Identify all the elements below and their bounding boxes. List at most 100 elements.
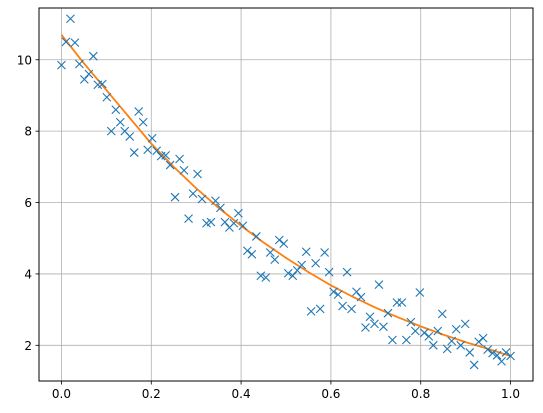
scatter-point (84, 69, 94, 79)
scatter-point (415, 288, 425, 297)
x-tick-label: 0.4 (232, 387, 251, 401)
scatter-point (170, 192, 180, 202)
scatter-point (234, 208, 243, 218)
grid (39, 8, 533, 381)
scatter-point (206, 217, 216, 227)
scatter-point (274, 235, 284, 245)
scatter-point (338, 301, 347, 311)
scatter-point (279, 239, 289, 248)
scatter-point (216, 203, 225, 213)
scatter-point (251, 232, 261, 241)
scatter-point (465, 348, 475, 357)
scatter-point (311, 258, 321, 268)
scatter-point (469, 360, 479, 370)
scatter-point (497, 356, 506, 366)
scatter-point (406, 317, 416, 327)
scatter-point (365, 312, 375, 322)
scatter-point (447, 336, 457, 346)
y-tick-label: 2 (24, 339, 32, 353)
scatter-point (125, 132, 135, 141)
scatter-point (433, 326, 443, 336)
scatter-point (419, 328, 429, 338)
x-tick-label: 1.0 (501, 387, 520, 401)
scatter-series (57, 14, 515, 370)
x-tick-label: 0.0 (52, 387, 71, 401)
y-tick-label: 10 (17, 53, 32, 67)
scatter-point (324, 267, 334, 277)
scatter-point (370, 319, 379, 329)
scatter-point (102, 92, 112, 102)
scatter-point (361, 323, 370, 332)
scatter-point (397, 298, 407, 307)
scatter-point (460, 319, 470, 329)
scatter-point (211, 196, 220, 206)
scatter-point (383, 308, 393, 318)
scatter-point (61, 37, 71, 47)
scatter-point (229, 218, 239, 228)
scatter-point (401, 335, 411, 345)
scatter-point (301, 247, 311, 257)
x-tick-labels: 0.0 0.2 0.4 0.6 0.8 1.0 (52, 387, 520, 401)
y-tick-labels: 2 4 6 8 10 (17, 53, 32, 353)
x-tick-label: 0.2 (142, 387, 161, 401)
scatter-point (152, 146, 162, 156)
scatter-point (424, 331, 434, 341)
scatter-point (329, 287, 338, 297)
scatter-point (456, 340, 466, 350)
y-tick-label: 6 (24, 196, 32, 210)
axes-frame (38, 7, 534, 382)
scatter-point (356, 292, 366, 302)
scatter-point (193, 169, 202, 179)
scatter-point (492, 350, 502, 360)
scatter-point (283, 268, 293, 278)
scatter-point (306, 307, 316, 316)
scatter-point (474, 337, 484, 347)
y-tick-label: 8 (24, 125, 32, 139)
scatter-point (106, 126, 116, 136)
scatter-point (437, 309, 447, 319)
scatter-point (501, 348, 511, 357)
scatter-point (138, 117, 148, 127)
scatter-point (79, 74, 89, 84)
scatter-point (57, 60, 66, 70)
scatter-point (506, 351, 515, 361)
scatter-point (374, 280, 384, 290)
scatter-point (147, 133, 157, 143)
scatter-point (265, 248, 275, 257)
scatter-point (270, 255, 280, 265)
scatter-point (315, 304, 325, 314)
scatter-point (333, 290, 343, 300)
scatter-point (115, 117, 125, 127)
scatter-point (488, 348, 497, 358)
scatter-point (88, 51, 98, 61)
scatter-point (483, 345, 493, 354)
fit-line (60, 34, 511, 357)
scatter-point (320, 248, 330, 257)
scatter-point (342, 267, 352, 277)
scatter-point (297, 260, 307, 270)
scatter-point (347, 304, 356, 314)
scatter-point (75, 59, 84, 69)
scatter-point (197, 194, 207, 204)
scatter-point (388, 335, 397, 345)
scatter-point (179, 166, 189, 175)
scatter-point (442, 344, 452, 354)
scatter-point (97, 79, 107, 89)
scatter-point (242, 246, 252, 256)
scatter-point (261, 273, 271, 282)
scatter-point (111, 105, 121, 115)
scatter-point (184, 214, 193, 223)
scatter-point (288, 271, 298, 281)
scatter-point (70, 38, 80, 48)
scatter-point (161, 151, 171, 160)
scatter-point (129, 148, 139, 157)
scatter-point (134, 107, 144, 116)
scatter-point (247, 249, 257, 259)
scatter-point (379, 322, 388, 332)
scatter-point (165, 160, 175, 170)
scatter-point (188, 189, 198, 198)
scatter-point (256, 271, 266, 281)
x-tick-label: 0.6 (321, 387, 340, 401)
scatter-point (238, 221, 248, 231)
